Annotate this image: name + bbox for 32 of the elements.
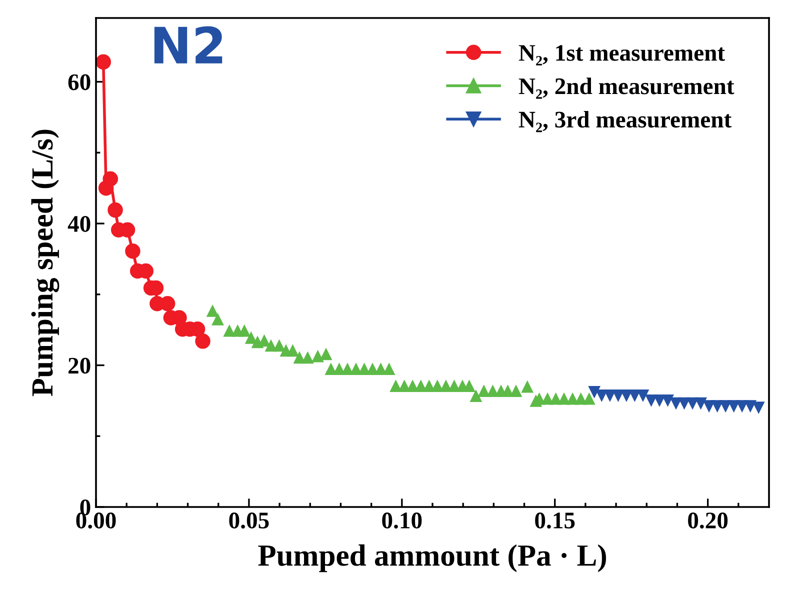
- point: [521, 380, 534, 393]
- point: [312, 350, 324, 362]
- point: [694, 397, 707, 410]
- point: [320, 348, 332, 360]
- point: [96, 54, 111, 70]
- x-tick-label: 0.20: [688, 512, 728, 529]
- point: [108, 202, 123, 218]
- annotation: N2: [154, 26, 222, 64]
- point: [212, 312, 224, 326]
- point: [582, 392, 596, 405]
- point: [744, 400, 757, 413]
- point: [206, 304, 219, 317]
- point: [286, 344, 299, 357]
- y-axis-title: Pumping speed (L/s): [31, 130, 60, 396]
- legend-label: N₂, 2nd measurement: [518, 78, 734, 99]
- legend-label: N₂, 3rd measurement: [518, 111, 732, 132]
- point: [301, 351, 314, 364]
- x-tick-label: 0.15: [535, 512, 575, 529]
- x-tick-label: 0.05: [229, 512, 269, 529]
- y-tick-label: 20: [68, 358, 90, 374]
- point: [588, 386, 601, 398]
- point: [102, 171, 118, 187]
- y-tick-label: 60: [68, 74, 90, 90]
- point: [125, 244, 140, 259]
- point: [238, 324, 251, 337]
- x-axis-title: Pumped ammount (Pa · L): [258, 544, 606, 572]
- y-tick-label: 40: [68, 216, 90, 232]
- point: [195, 334, 210, 349]
- legend-label: N₂, 1st measurement: [518, 45, 725, 66]
- point: [470, 390, 482, 402]
- x-tick-label: 0.10: [382, 512, 422, 529]
- point: [273, 339, 286, 352]
